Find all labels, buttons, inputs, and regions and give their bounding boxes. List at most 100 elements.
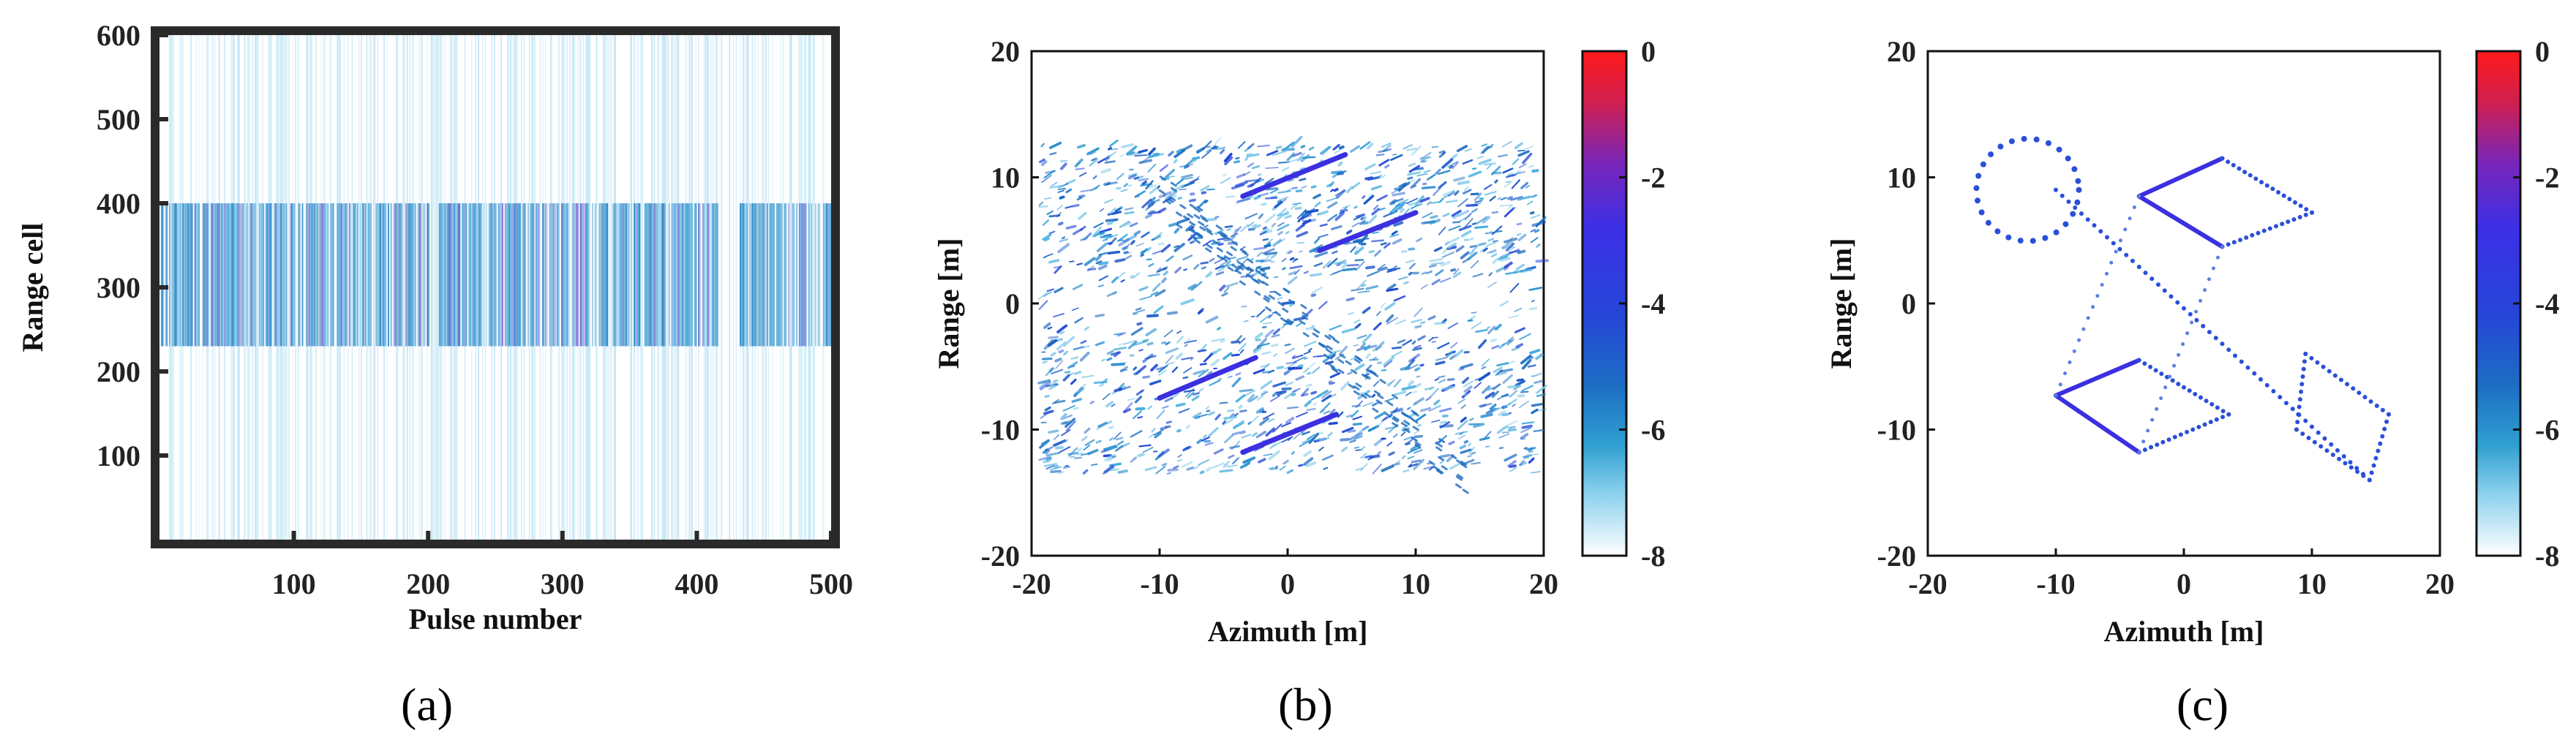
speckle <box>1319 223 1328 227</box>
speckle <box>1419 197 1430 203</box>
speckle <box>1408 165 1421 173</box>
speckle <box>1235 394 1246 403</box>
speckle <box>1520 355 1532 365</box>
square-edge <box>2054 358 2141 398</box>
rect-dot <box>2378 441 2383 446</box>
speckle <box>1354 355 1362 360</box>
speckle <box>1386 314 1394 323</box>
speckle <box>1266 241 1272 246</box>
band-column <box>239 203 241 347</box>
rect-dot <box>2351 386 2356 391</box>
loop-dot <box>2056 146 2062 153</box>
band-column <box>507 203 509 347</box>
speckle <box>1531 403 1543 407</box>
speckle <box>1405 260 1415 263</box>
speckle <box>1053 313 1064 318</box>
rect-dot <box>2332 373 2337 378</box>
speckle <box>1308 146 1315 151</box>
speckle <box>1046 288 1055 292</box>
speckle <box>1258 458 1266 464</box>
speckle <box>1401 385 1416 391</box>
speckle <box>1138 286 1149 292</box>
speckle <box>1291 393 1296 396</box>
speckle <box>1488 272 1492 276</box>
noise-column <box>710 35 712 540</box>
band-column <box>293 203 296 347</box>
band-column <box>594 203 596 347</box>
speckle <box>1108 437 1114 442</box>
speckle <box>1302 457 1314 466</box>
connector-dot <box>2095 294 2100 298</box>
rect-dot <box>2306 436 2311 440</box>
noise-column <box>256 35 258 540</box>
speckle <box>1481 366 1487 370</box>
speckle <box>1239 430 1246 434</box>
noise-column <box>366 35 368 540</box>
speckle <box>1525 184 1530 189</box>
noise-column <box>745 35 747 540</box>
band-column <box>179 203 181 347</box>
speckle <box>1362 425 1370 431</box>
speckle <box>1241 305 1247 308</box>
diagonal-dot <box>2264 382 2269 388</box>
speckle <box>1045 446 1054 452</box>
speckle <box>1272 381 1286 388</box>
speckle <box>1407 447 1420 454</box>
speckle <box>1528 287 1543 291</box>
speckle <box>1040 380 1051 390</box>
panel-c-colorbar-ticks: 0-2-4-6-8 <box>2513 35 2559 573</box>
speckle <box>1496 369 1503 375</box>
band-column <box>620 203 622 347</box>
speckle <box>1525 146 1534 150</box>
speckle <box>1412 411 1419 417</box>
speckle <box>1133 370 1141 376</box>
speckle <box>1206 188 1215 191</box>
x-tick-label: 0 <box>1280 567 1295 600</box>
speckle <box>1107 468 1119 472</box>
speckle <box>1519 333 1531 341</box>
connector-dot <box>2072 349 2076 353</box>
band-column <box>631 203 633 347</box>
band-column <box>337 203 339 347</box>
band-column <box>713 203 715 347</box>
noise-column <box>393 35 395 540</box>
band-column <box>444 203 446 347</box>
speckle <box>1517 195 1532 201</box>
speckle <box>1482 358 1490 367</box>
speckle <box>1415 382 1422 388</box>
band-column <box>401 203 403 347</box>
band-column <box>647 203 649 347</box>
band-column <box>184 203 187 347</box>
diagonal-dot <box>2105 235 2109 240</box>
speckle <box>1277 212 1289 217</box>
speckle <box>1277 190 1291 194</box>
rect-dot <box>2300 374 2305 379</box>
speckle <box>1392 433 1398 438</box>
band-column <box>803 203 805 347</box>
speckle <box>1410 203 1423 209</box>
square-edge-dot <box>2148 364 2153 369</box>
speckle <box>1278 208 1287 216</box>
speckle <box>1413 458 1424 470</box>
speckle <box>1350 246 1356 253</box>
x-tick-label: 20 <box>1529 567 1558 600</box>
speckle <box>1499 257 1512 262</box>
band-column <box>216 203 217 347</box>
speckle <box>1244 178 1260 183</box>
speckle <box>1220 177 1231 184</box>
speckle <box>1392 417 1399 423</box>
speckle <box>1047 326 1053 330</box>
speckle <box>1298 464 1304 467</box>
speckle <box>1163 271 1168 276</box>
speckle <box>1059 238 1068 243</box>
speckle <box>1130 430 1143 438</box>
speckle <box>1274 291 1282 297</box>
speckle <box>1431 341 1436 343</box>
speckle <box>1223 287 1230 293</box>
noise-column <box>822 35 823 540</box>
speckle <box>1400 208 1405 214</box>
speckle <box>1435 356 1448 361</box>
rect-dot <box>2337 456 2342 461</box>
band-column <box>546 203 548 347</box>
